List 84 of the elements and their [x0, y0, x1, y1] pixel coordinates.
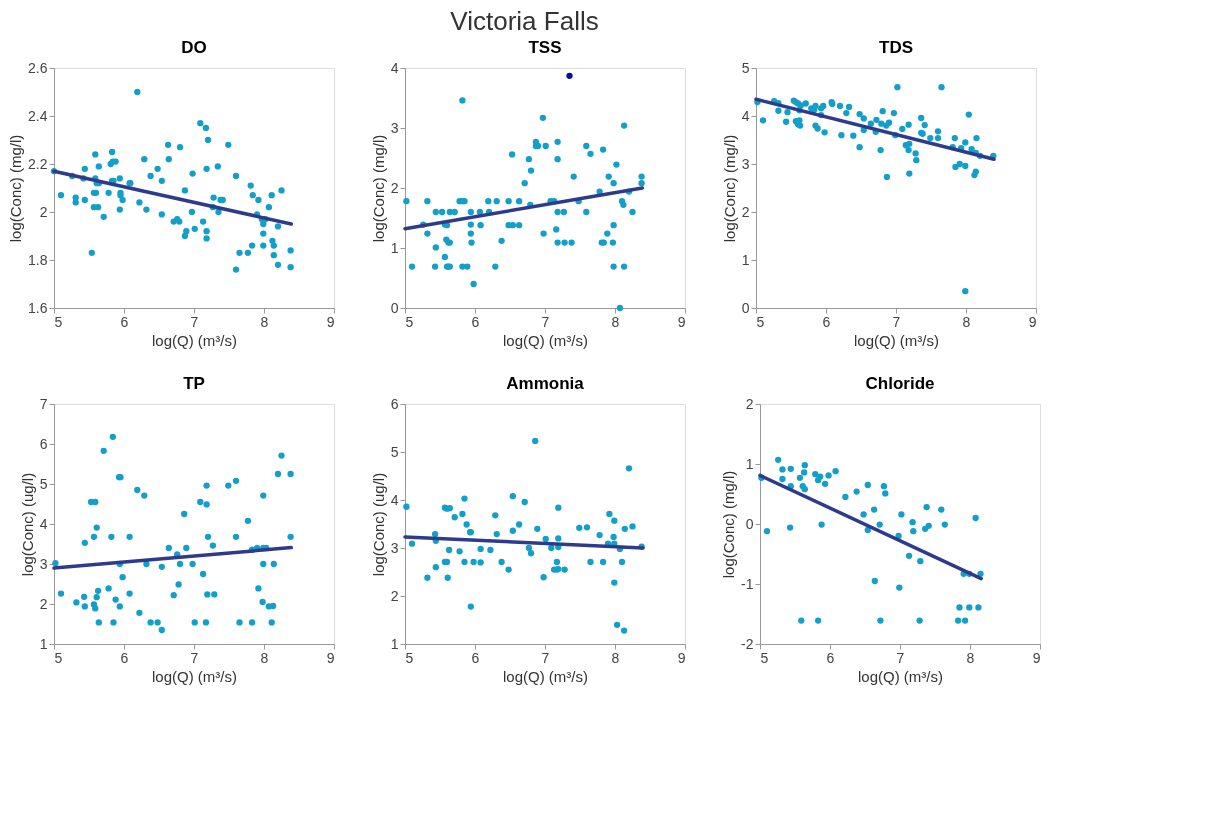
x-tick-label: 8	[260, 313, 269, 330]
x-tick-label: 7	[896, 649, 905, 666]
x-tick-label: 6	[471, 313, 480, 330]
y-tick-label: 4	[741, 107, 750, 124]
y-tick-label: 3	[390, 539, 399, 556]
y-tick-label: 6	[390, 395, 399, 412]
chart-title: TP	[183, 374, 205, 393]
y-axis-title: log(Conc) (ug/l)	[369, 472, 387, 577]
x-tick-label: 9	[1028, 313, 1037, 330]
x-tick-label: 6	[120, 313, 129, 330]
y-tick-label: 1	[390, 635, 399, 652]
x-axis-title: log(Q) (m³/s)	[503, 667, 588, 685]
y-tick-label: -1	[741, 575, 754, 592]
y-tick-label: 1	[745, 455, 754, 472]
y-tick-label: 3	[39, 555, 48, 572]
y-tick-label: 4	[390, 59, 399, 76]
y-tick-label: 4	[390, 491, 399, 508]
x-tick-label: 6	[120, 649, 129, 666]
y-axis-title: log(Conc) (ug/l)	[18, 472, 36, 577]
x-tick-label: 5	[405, 649, 414, 666]
y-tick-label: 2.2	[28, 155, 48, 172]
y-tick-label: 1.6	[28, 299, 48, 316]
x-tick-label: 5	[54, 313, 63, 330]
x-tick-label: 5	[756, 313, 765, 330]
y-tick-label: 5	[390, 443, 399, 460]
y-tick-label: 0	[741, 299, 750, 316]
x-axis-title: log(Q) (m³/s)	[854, 331, 939, 349]
y-axis-title: log(Conc) (mg/l)	[7, 134, 25, 243]
y-tick-label: 7	[39, 395, 48, 412]
x-axis-title: log(Q) (m³/s)	[503, 331, 588, 349]
x-tick-label: 5	[405, 313, 414, 330]
y-tick-label: 0	[745, 515, 754, 532]
x-tick-label: 8	[962, 313, 971, 330]
x-tick-label: 5	[760, 649, 769, 666]
chart-title: TDS	[879, 38, 913, 57]
y-tick-label: 1	[390, 239, 399, 256]
y-tick-label: 2	[745, 395, 754, 412]
x-tick-label: 5	[54, 649, 63, 666]
text: Victoria Falls	[450, 5, 599, 36]
x-tick-label: 8	[611, 313, 620, 330]
y-tick-label: -2	[741, 635, 754, 652]
x-tick-label: 7	[892, 313, 901, 330]
y-axis-title: log(Conc) (mg/l)	[720, 470, 738, 579]
y-tick-label: 1.8	[28, 251, 48, 268]
x-tick-label: 9	[677, 649, 686, 666]
y-tick-label: 4	[39, 515, 48, 532]
chart-title: TSS	[528, 38, 562, 57]
y-tick-label: 1	[39, 635, 48, 652]
chart-title: DO	[181, 38, 207, 57]
x-tick-label: 8	[260, 649, 269, 666]
x-tick-label: 7	[541, 649, 550, 666]
x-axis-title: log(Q) (m³/s)	[152, 667, 237, 685]
y-tick-label: 2	[390, 179, 399, 196]
y-tick-label: 2.6	[28, 59, 48, 76]
chart-title: Chloride	[865, 374, 935, 393]
x-tick-label: 9	[326, 313, 335, 330]
y-tick-label: 2	[39, 595, 48, 612]
y-tick-label: 2	[39, 203, 48, 220]
x-tick-label: 6	[471, 649, 480, 666]
y-tick-label: 1	[741, 251, 750, 268]
y-tick-label: 2	[741, 203, 750, 220]
chart-title: Ammonia	[506, 374, 585, 393]
x-tick-label: 9	[326, 649, 335, 666]
x-axis-title: log(Q) (m³/s)	[152, 331, 237, 349]
y-tick-label: 5	[741, 59, 750, 76]
y-tick-label: 2.4	[28, 107, 48, 124]
x-tick-label: 7	[190, 649, 199, 666]
y-tick-label: 3	[741, 155, 750, 172]
y-tick-label: 6	[39, 435, 48, 452]
x-tick-label: 7	[190, 313, 199, 330]
x-tick-label: 6	[826, 649, 835, 666]
y-tick-label: 2	[390, 587, 399, 604]
x-tick-label: 7	[541, 313, 550, 330]
y-tick-label: 5	[39, 475, 48, 492]
y-tick-label: 3	[390, 119, 399, 136]
x-tick-label: 8	[966, 649, 975, 666]
y-axis-title: log(Conc) (mg/l)	[720, 134, 738, 243]
y-tick-label: 0	[390, 299, 399, 316]
x-tick-label: 9	[1032, 649, 1041, 666]
x-axis-title: log(Q) (m³/s)	[858, 667, 943, 685]
x-tick-label: 8	[611, 649, 620, 666]
y-axis-title: log(Conc) (mg/l)	[369, 134, 387, 243]
x-tick-label: 9	[677, 313, 686, 330]
x-tick-label: 6	[822, 313, 831, 330]
